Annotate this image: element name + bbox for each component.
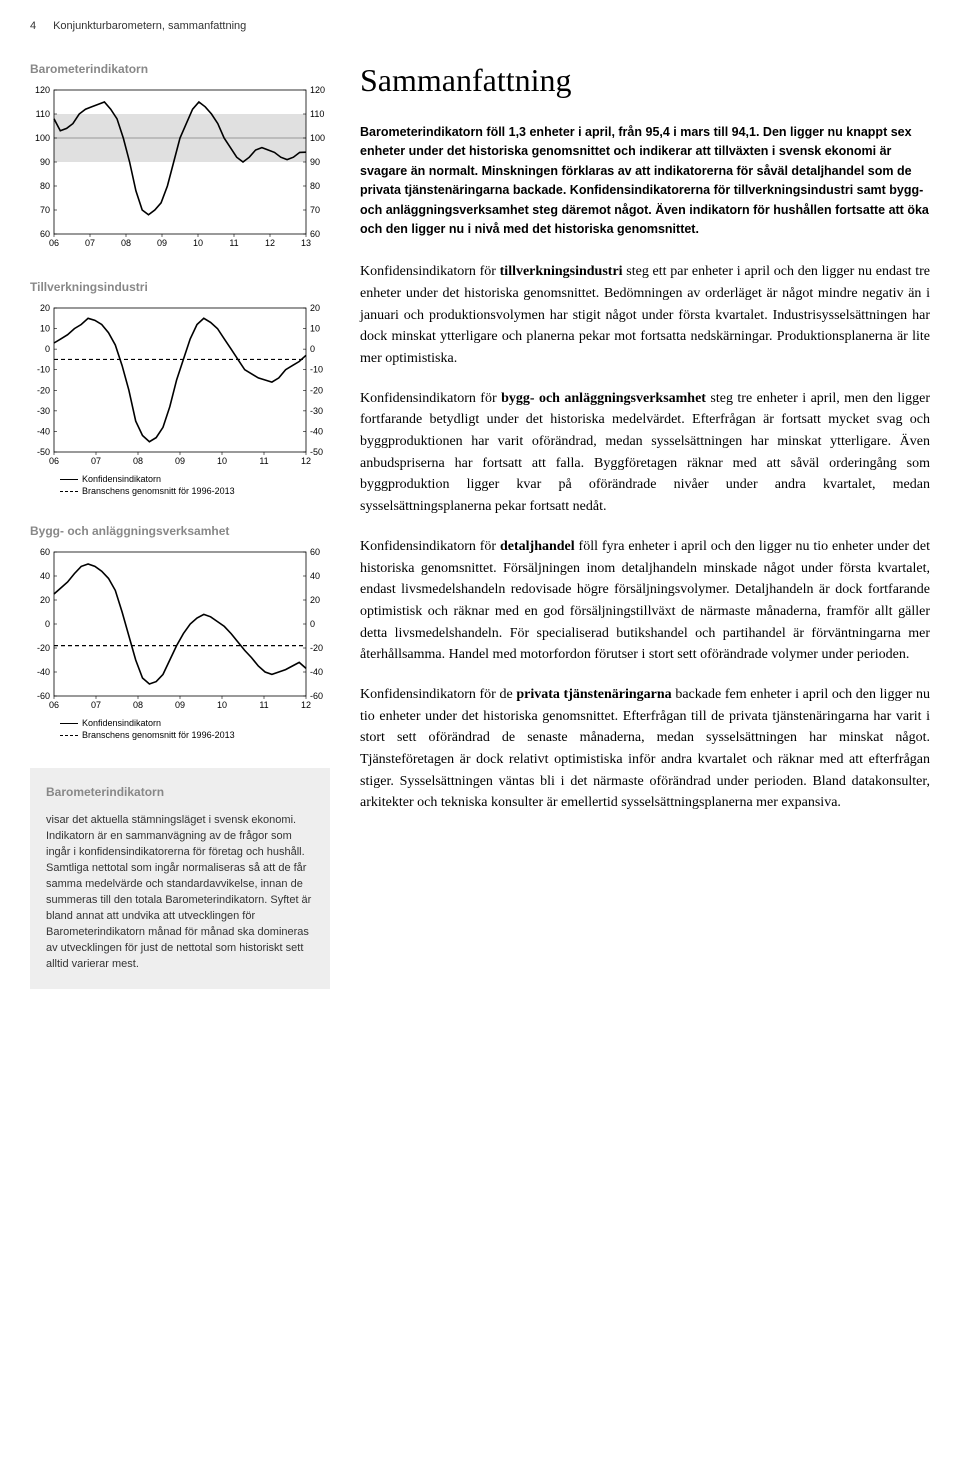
svg-text:40: 40 bbox=[40, 571, 50, 581]
svg-text:-10: -10 bbox=[310, 365, 323, 375]
svg-text:60: 60 bbox=[40, 547, 50, 557]
svg-text:-20: -20 bbox=[310, 385, 323, 395]
svg-text:120: 120 bbox=[310, 85, 325, 95]
body-paragraph: Konfidensindikatorn för detaljhandel föl… bbox=[360, 536, 930, 666]
svg-text:11: 11 bbox=[259, 456, 268, 466]
svg-text:-40: -40 bbox=[310, 667, 323, 677]
svg-text:40: 40 bbox=[310, 571, 320, 581]
chart-svg: -60-60-40-40-20-200020204040606006070809… bbox=[30, 544, 330, 714]
svg-text:12: 12 bbox=[301, 456, 311, 466]
svg-text:09: 09 bbox=[175, 456, 185, 466]
legend-label: Konfidensindikatorn bbox=[82, 474, 161, 484]
svg-text:70: 70 bbox=[40, 205, 50, 215]
chart-title: Bygg- och anläggningsverksamhet bbox=[30, 524, 330, 538]
svg-text:100: 100 bbox=[310, 133, 325, 143]
svg-text:07: 07 bbox=[85, 238, 95, 248]
right-column: Sammanfattning Barometerindikatorn föll … bbox=[360, 62, 930, 989]
svg-text:20: 20 bbox=[40, 303, 50, 313]
svg-text:06: 06 bbox=[49, 238, 59, 248]
svg-text:-40: -40 bbox=[310, 426, 323, 436]
svg-text:10: 10 bbox=[40, 324, 50, 334]
legend-dash-icon bbox=[60, 735, 78, 736]
bold-intro: Barometerindikatorn föll 1,3 enheter i a… bbox=[360, 123, 930, 239]
svg-text:07: 07 bbox=[91, 700, 101, 710]
svg-text:09: 09 bbox=[157, 238, 167, 248]
svg-text:07: 07 bbox=[91, 456, 101, 466]
legend-line-icon bbox=[60, 479, 78, 480]
svg-text:80: 80 bbox=[310, 181, 320, 191]
svg-text:10: 10 bbox=[217, 700, 227, 710]
svg-text:20: 20 bbox=[40, 595, 50, 605]
body-paragraph: Konfidensindikatorn för tillverkningsind… bbox=[360, 261, 930, 369]
chart-barometer: Barometerindikatorn 60607070808090901001… bbox=[30, 62, 330, 252]
svg-text:-40: -40 bbox=[37, 426, 50, 436]
svg-text:100: 100 bbox=[35, 133, 50, 143]
svg-text:10: 10 bbox=[217, 456, 227, 466]
svg-text:0: 0 bbox=[310, 619, 315, 629]
svg-text:-50: -50 bbox=[310, 447, 323, 457]
svg-text:20: 20 bbox=[310, 595, 320, 605]
svg-text:10: 10 bbox=[193, 238, 203, 248]
section-title: Sammanfattning bbox=[360, 62, 930, 99]
svg-text:10: 10 bbox=[310, 324, 320, 334]
svg-text:12: 12 bbox=[265, 238, 275, 248]
svg-text:-20: -20 bbox=[37, 385, 50, 395]
chart-svg: -50-50-40-40-30-30-20-20-10-100010102020… bbox=[30, 300, 330, 470]
svg-text:-60: -60 bbox=[310, 691, 323, 701]
svg-text:08: 08 bbox=[121, 238, 131, 248]
page-header: 4 Konjunkturbarometern, sammanfattning bbox=[30, 20, 930, 32]
svg-text:-40: -40 bbox=[37, 667, 50, 677]
legend-line-icon bbox=[60, 723, 78, 724]
svg-text:-30: -30 bbox=[37, 406, 50, 416]
svg-text:06: 06 bbox=[49, 456, 59, 466]
svg-text:0: 0 bbox=[45, 619, 50, 629]
svg-text:-30: -30 bbox=[310, 406, 323, 416]
svg-text:60: 60 bbox=[310, 229, 320, 239]
svg-text:-20: -20 bbox=[310, 643, 323, 653]
svg-text:60: 60 bbox=[310, 547, 320, 557]
svg-text:11: 11 bbox=[229, 238, 238, 248]
left-column: Barometerindikatorn 60607070808090901001… bbox=[30, 62, 330, 989]
svg-text:120: 120 bbox=[35, 85, 50, 95]
chart-svg: 6060707080809090100100110110120120060708… bbox=[30, 82, 330, 252]
legend-label: Branschens genomsnitt för 1996-2013 bbox=[82, 730, 235, 740]
chart-legend: Konfidensindikatorn Branschens genomsnit… bbox=[60, 718, 330, 740]
info-box-text: visar det aktuella stämningsläget i sven… bbox=[46, 813, 314, 972]
legend-dash-icon bbox=[60, 491, 78, 492]
info-box: Barometerindikatorn visar det aktuella s… bbox=[30, 768, 330, 989]
svg-text:70: 70 bbox=[310, 205, 320, 215]
svg-text:08: 08 bbox=[133, 456, 143, 466]
info-box-title: Barometerindikatorn bbox=[46, 784, 314, 801]
svg-text:-10: -10 bbox=[37, 365, 50, 375]
svg-text:08: 08 bbox=[133, 700, 143, 710]
legend-label: Konfidensindikatorn bbox=[82, 718, 161, 728]
chart-tillverkning: Tillverkningsindustri -50-50-40-40-30-30… bbox=[30, 280, 330, 496]
chart-title: Barometerindikatorn bbox=[30, 62, 330, 76]
svg-text:0: 0 bbox=[45, 344, 50, 354]
svg-text:06: 06 bbox=[49, 700, 59, 710]
legend-label: Branschens genomsnitt för 1996-2013 bbox=[82, 486, 235, 496]
svg-text:110: 110 bbox=[36, 109, 50, 119]
chart-bygg: Bygg- och anläggningsverksamhet -60-60-4… bbox=[30, 524, 330, 740]
body-paragraphs: Konfidensindikatorn för tillverkningsind… bbox=[360, 261, 930, 814]
body-paragraph: Konfidensindikatorn för de privata tjäns… bbox=[360, 684, 930, 814]
svg-text:-20: -20 bbox=[37, 643, 50, 653]
svg-text:12: 12 bbox=[301, 700, 311, 710]
svg-text:09: 09 bbox=[175, 700, 185, 710]
svg-text:90: 90 bbox=[40, 157, 50, 167]
body-paragraph: Konfidensindikatorn för bygg- och anlägg… bbox=[360, 388, 930, 518]
chart-title: Tillverkningsindustri bbox=[30, 280, 330, 294]
svg-text:0: 0 bbox=[310, 344, 315, 354]
svg-text:80: 80 bbox=[40, 181, 50, 191]
svg-text:20: 20 bbox=[310, 303, 320, 313]
page-number: 4 bbox=[30, 20, 50, 32]
svg-text:11: 11 bbox=[259, 700, 268, 710]
svg-text:13: 13 bbox=[301, 238, 311, 248]
svg-text:110: 110 bbox=[310, 109, 324, 119]
doc-title: Konjunkturbarometern, sammanfattning bbox=[53, 20, 246, 32]
chart-legend: Konfidensindikatorn Branschens genomsnit… bbox=[60, 474, 330, 496]
svg-text:90: 90 bbox=[310, 157, 320, 167]
